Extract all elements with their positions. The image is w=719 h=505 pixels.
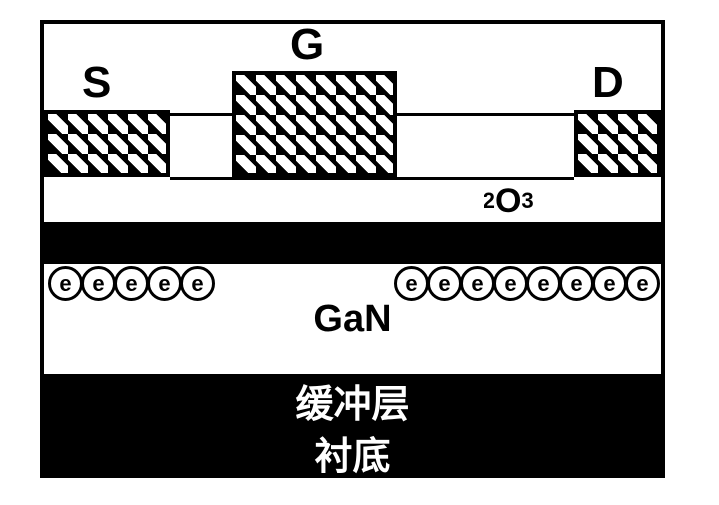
electron-icon: e [526, 266, 561, 301]
source-label: S [82, 58, 111, 108]
substrate-layer: 衬底 [44, 426, 661, 478]
electron-icon: e [427, 266, 462, 301]
gate-label: G [290, 20, 324, 70]
buffer-layer: 缓冲层 [44, 374, 661, 426]
electron-icon: e [180, 266, 215, 301]
electron-icon: e [559, 266, 594, 301]
source-electrode [44, 110, 170, 177]
electron-icon: e [114, 266, 149, 301]
drain-label: D [592, 58, 624, 108]
electron-icon: e [147, 266, 182, 301]
drain-electrode [574, 110, 661, 177]
electron-icon: e [493, 266, 528, 301]
gate-electrode [232, 71, 397, 177]
electron-icon: e [592, 266, 627, 301]
barrier-layer [44, 222, 661, 264]
electron-icon: e [625, 266, 660, 301]
passivation-left-gap [170, 177, 484, 222]
electron-icon: e [460, 266, 495, 301]
electron-icon: e [394, 266, 429, 301]
hemt-cross-section: P-GaN Ga2O3 GaN 缓冲层 衬底 S G D eeeeeeeeeee… [0, 0, 719, 505]
electron-icon: e [48, 266, 83, 301]
electron-icon: e [81, 266, 116, 301]
